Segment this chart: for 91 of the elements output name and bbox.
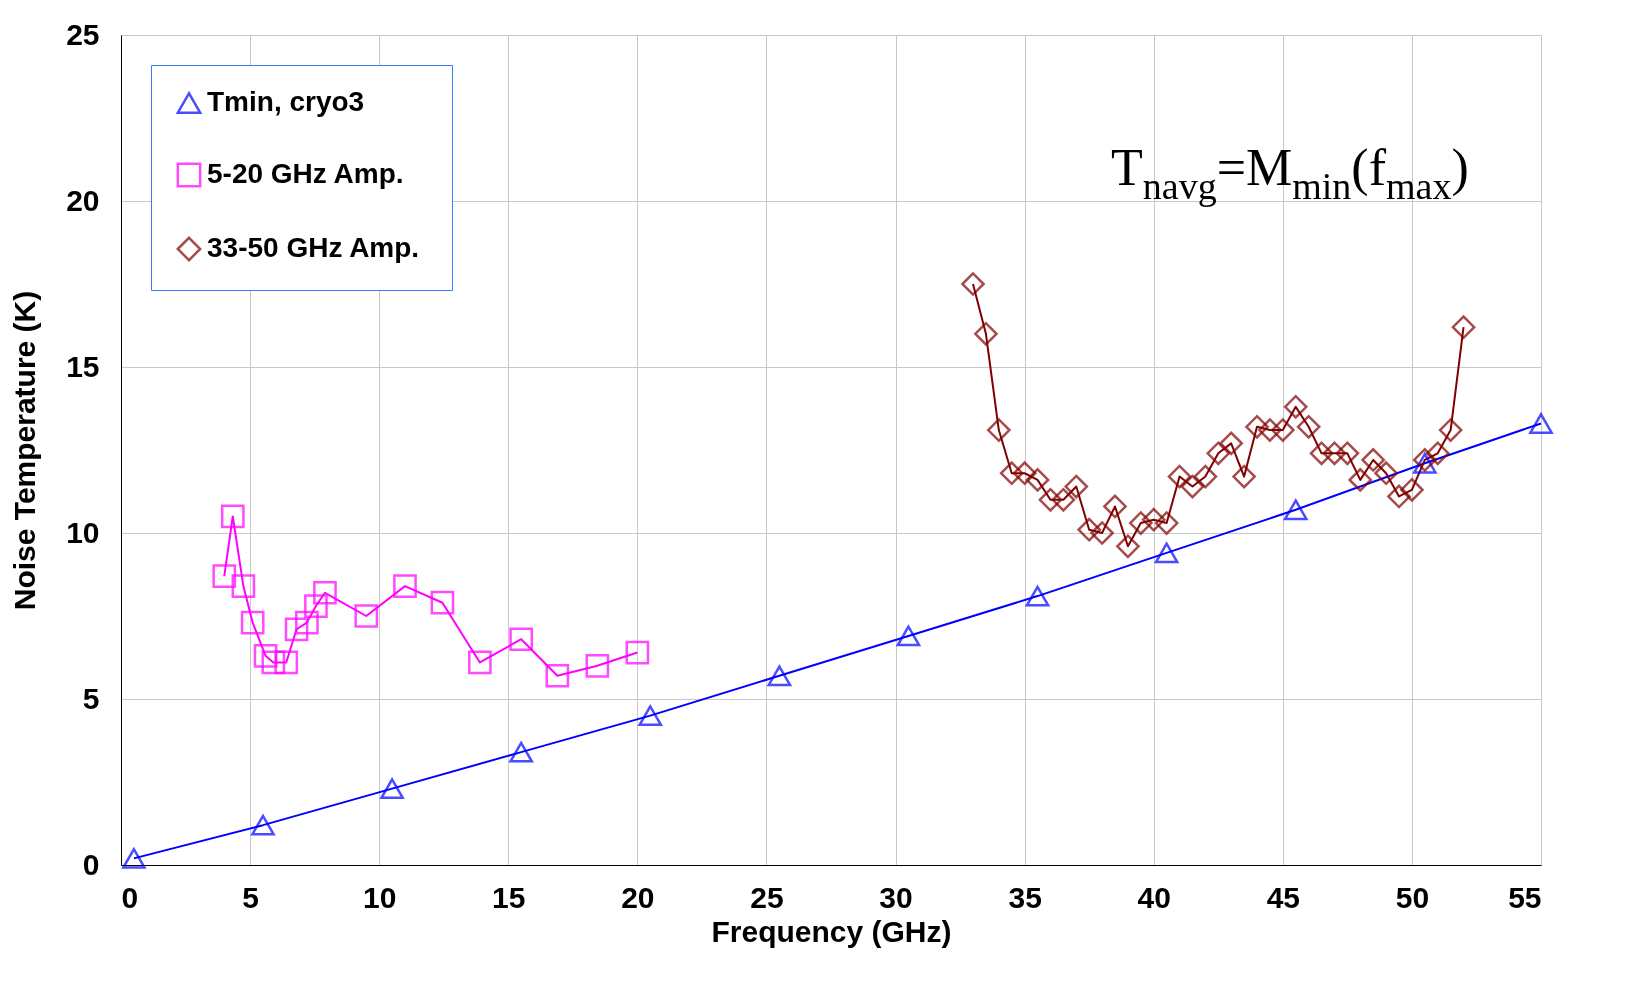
point: [1064, 474, 1089, 499]
point: [231, 574, 256, 598]
point: [1103, 494, 1127, 519]
x-tick-label: 0: [121, 880, 139, 914]
point: [1283, 499, 1308, 521]
point: [1128, 511, 1153, 535]
point: [1361, 448, 1386, 472]
point: [961, 272, 985, 296]
point: [625, 640, 650, 665]
y-tick-label: 10: [66, 515, 100, 549]
point: [1296, 414, 1321, 439]
x-tick-label: 35: [1008, 880, 1042, 914]
point: [253, 643, 278, 668]
point: [1348, 468, 1373, 492]
point: [1116, 534, 1140, 559]
point: [1077, 517, 1102, 542]
point: [1400, 477, 1424, 502]
x-tick-label: 25: [750, 880, 784, 914]
point: [1232, 464, 1256, 489]
x-tick-label: 30: [879, 880, 913, 914]
point: [304, 594, 328, 618]
point: [1451, 315, 1476, 340]
point: [896, 625, 921, 647]
point: [1309, 441, 1334, 466]
point: [212, 564, 237, 589]
point: [1438, 418, 1463, 442]
x-tick-label: 15: [492, 880, 526, 914]
point: [261, 650, 286, 675]
legend-label: 33-50 GHz Amp.: [207, 232, 420, 263]
point: [509, 627, 534, 652]
legend-label: Tmin, cryo3: [207, 86, 365, 117]
point: [1167, 464, 1192, 489]
point: [509, 741, 534, 763]
y-tick-label: 15: [66, 349, 100, 383]
x-tick-label: 55: [1508, 880, 1542, 914]
point: [1245, 414, 1269, 439]
x-tick-label: 10: [362, 880, 397, 914]
point: [1206, 441, 1231, 466]
point: [1529, 413, 1553, 434]
y-axis-title: Noise Temperature (K): [8, 290, 42, 611]
point: [1193, 464, 1218, 489]
point: [240, 610, 265, 635]
point: [1051, 487, 1076, 512]
point: [974, 321, 998, 346]
point: [380, 778, 404, 800]
point: [1154, 511, 1179, 535]
point: [999, 461, 1024, 486]
point: [1141, 507, 1166, 532]
point: [313, 580, 337, 605]
point: [1012, 461, 1037, 486]
point: [767, 665, 792, 687]
x-tick-label: 40: [1137, 880, 1171, 914]
point: [122, 847, 146, 869]
legend-label: 5-20 GHz Amp.: [207, 158, 404, 189]
point: [1180, 474, 1205, 499]
point: [1038, 487, 1063, 512]
point: [284, 617, 309, 642]
point: [430, 590, 455, 615]
point: [638, 705, 663, 727]
point: [1283, 394, 1308, 419]
x-tick-label: 20: [621, 880, 655, 914]
point: [393, 574, 417, 598]
point: [1258, 418, 1282, 442]
point: [468, 650, 492, 675]
x-tick-label: 45: [1266, 880, 1301, 914]
point: [1335, 441, 1360, 466]
point: [1374, 461, 1398, 486]
point: [220, 504, 245, 529]
x-axis-title: Frequency (GHz): [711, 914, 952, 948]
point: [986, 418, 1011, 442]
point: [274, 650, 299, 675]
x-tick-label: 50: [1395, 880, 1430, 914]
x-tick-label: 5: [242, 880, 259, 914]
point: [1270, 418, 1295, 442]
point: [1387, 484, 1411, 509]
point: [1025, 468, 1050, 492]
y-tick-label: 5: [82, 681, 100, 715]
point: [295, 610, 319, 635]
y-tick-label: 20: [66, 183, 100, 217]
point: [1154, 542, 1179, 564]
point: [1219, 431, 1244, 456]
point: [1025, 585, 1050, 607]
point: [1090, 521, 1114, 545]
y-tick-label: 25: [66, 17, 100, 51]
point: [251, 814, 275, 836]
point: [1322, 441, 1347, 466]
point: [545, 663, 570, 688]
y-tick-label: 0: [82, 847, 100, 881]
point: [585, 653, 610, 678]
point: [1425, 441, 1450, 466]
point: [354, 604, 379, 628]
